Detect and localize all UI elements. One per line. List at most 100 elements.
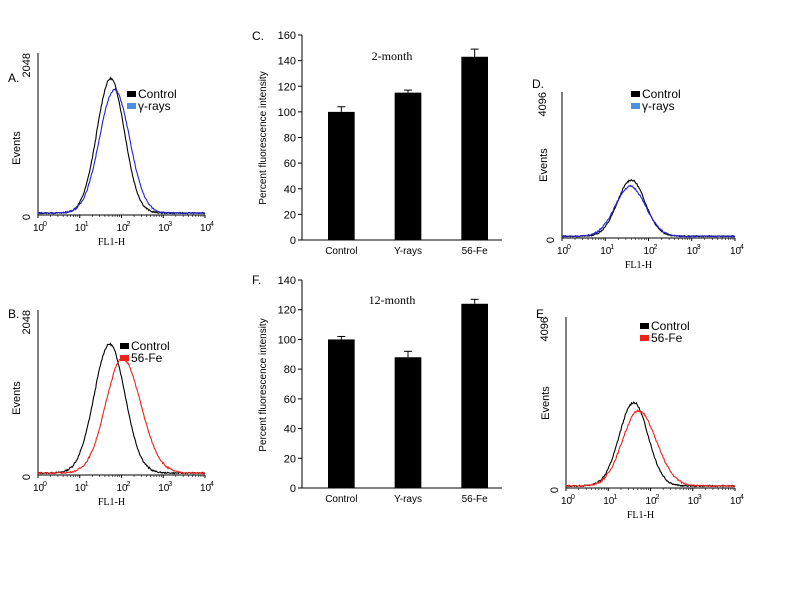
y-tick-label: 120 — [278, 81, 296, 93]
y-tick-label: 20 — [284, 453, 296, 465]
y-tick-label: 40 — [284, 424, 296, 436]
x-tick-label: 10 — [158, 223, 170, 234]
y-tick-label: 80 — [284, 133, 296, 145]
x-axis-label: FL1-H — [627, 510, 654, 521]
histogram-line-0 — [37, 342, 206, 475]
y-tick-label: 40 — [284, 184, 296, 196]
x-tick-label: 56-Fe — [462, 246, 489, 257]
x-tick-exponent: 3 — [168, 221, 172, 228]
y-tick-label: 4096 — [539, 317, 551, 341]
bar — [328, 339, 355, 488]
histogram-line-0 — [561, 178, 736, 238]
bar — [328, 111, 355, 240]
y-tick-label: 100 — [278, 107, 296, 119]
bar — [461, 303, 488, 488]
x-tick-label: 10 — [33, 483, 45, 494]
x-tick-exponent: 0 — [571, 494, 575, 501]
y-axis-label: Events — [11, 381, 23, 415]
x-tick-exponent: 1 — [85, 481, 89, 488]
x-tick-label: 10 — [730, 496, 742, 507]
y-tick-label: 0 — [549, 487, 561, 493]
y-tick-label: 0 — [545, 237, 557, 243]
y-tick-label: 60 — [284, 158, 296, 170]
panel-f: F. 12-month 0 20 40 60 80 100 120 140 Percent fluo… — [252, 273, 502, 505]
x-tick-label: 10 — [561, 496, 573, 507]
y-axis-label: Percent fluorescence intensity — [258, 318, 269, 451]
x-tick-exponent: 4 — [740, 494, 744, 501]
x-tick-exponent: 4 — [210, 481, 214, 488]
histogram-line-0 — [565, 401, 736, 488]
x-tick-label: 10 — [117, 483, 129, 494]
y-tick-label: 0 — [290, 483, 296, 495]
y-axis-label: Percent fluorescence intensity — [258, 71, 269, 204]
bar — [394, 92, 422, 240]
legend-label: Control — [642, 87, 681, 101]
legend-label: 56-Fe — [131, 351, 163, 365]
legend-label: Control — [131, 339, 170, 353]
panel-c: C. 2-month 0 20 40 60 80 100 120 140 160 Percent fl… — [252, 29, 502, 257]
legend-label: Control — [651, 319, 690, 333]
x-tick-label: 10 — [730, 246, 742, 257]
x-tick-exponent: 0 — [567, 244, 571, 251]
y-tick-label: 0 — [21, 474, 33, 480]
histogram-line-1 — [38, 87, 205, 215]
x-tick-exponent: 3 — [697, 244, 701, 251]
x-tick-exponent: 2 — [654, 244, 658, 251]
x-tick-exponent: 2 — [656, 494, 660, 501]
x-axis-label: FL1-H — [98, 237, 125, 248]
x-tick-exponent: 1 — [85, 221, 89, 228]
x-tick-label: 10 — [158, 483, 170, 494]
legend-swatch — [640, 335, 649, 341]
panel-label: B. — [8, 307, 19, 321]
y-axis-label: Events — [11, 131, 23, 165]
x-tick-label: Control — [325, 494, 357, 505]
x-tick-label: 10 — [646, 496, 658, 507]
y-tick-label: 60 — [284, 394, 296, 406]
y-tick-label: 100 — [278, 334, 296, 346]
panel-label: E. — [536, 307, 547, 321]
x-tick-label: 10 — [75, 223, 87, 234]
y-tick-label: 160 — [278, 30, 296, 42]
x-tick-label: 10 — [557, 246, 569, 257]
legend-swatch — [631, 91, 640, 97]
y-axis-label: Events — [538, 148, 550, 182]
legend-label: γ-rays — [138, 99, 171, 113]
y-tick-label: 140 — [278, 56, 296, 68]
legend-label: 56-Fe — [651, 331, 683, 345]
panel-label: F. — [252, 273, 261, 287]
y-tick-label: 0 — [21, 214, 33, 220]
bar — [394, 357, 422, 488]
x-tick-label: 10 — [600, 246, 612, 257]
y-tick-label: 80 — [284, 364, 296, 376]
histogram-line-1 — [562, 184, 735, 238]
x-axis-label: FL1-H — [625, 260, 652, 271]
legend-label: Control — [138, 87, 177, 101]
x-tick-exponent: 3 — [168, 481, 172, 488]
legend-swatch — [640, 323, 649, 329]
x-tick-exponent: 0 — [43, 481, 47, 488]
x-tick-label: Control — [325, 246, 357, 257]
legend-swatch — [120, 343, 129, 349]
bar — [461, 56, 488, 240]
y-tick-label: 2048 — [21, 53, 33, 77]
y-axis-label: Events — [540, 386, 552, 420]
chart-title: 12-month — [369, 293, 416, 307]
x-tick-label: 10 — [75, 483, 87, 494]
x-tick-label: 10 — [688, 496, 700, 507]
legend-swatch — [127, 91, 136, 97]
y-tick-label: 20 — [284, 209, 296, 221]
x-tick-label: 10 — [200, 223, 212, 234]
x-tick-label: 10 — [33, 223, 45, 234]
x-tick-label: 56-Fe — [462, 494, 489, 505]
x-tick-exponent: 4 — [210, 221, 214, 228]
legend-swatch — [631, 103, 640, 109]
x-tick-exponent: 3 — [698, 494, 702, 501]
panel-label: A. — [8, 71, 19, 85]
y-tick-label: 4096 — [537, 92, 549, 116]
x-tick-label: 10 — [644, 246, 656, 257]
